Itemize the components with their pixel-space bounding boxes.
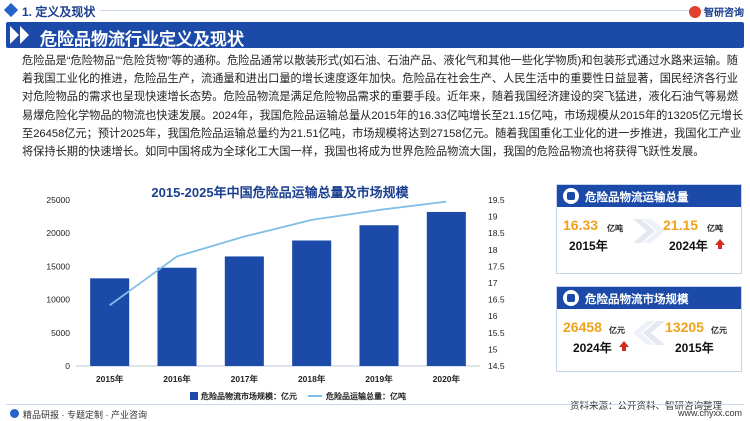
bar bbox=[90, 278, 130, 366]
y-right-tick-label: 16 bbox=[488, 311, 498, 321]
y-right-tick-label: 17.5 bbox=[488, 261, 505, 271]
chart-icon bbox=[563, 290, 579, 306]
y-left-tick-label: 20000 bbox=[46, 228, 70, 238]
market-right-year: 2015年 bbox=[675, 341, 714, 355]
volume-right-year: 2024年 bbox=[669, 239, 708, 253]
market-right-unit: 亿元 bbox=[711, 326, 727, 335]
y-left-tick-label: 10000 bbox=[46, 295, 70, 305]
x-tick-label: 2019年 bbox=[365, 374, 393, 384]
section-divider bbox=[100, 10, 740, 11]
y-right-tick-label: 15 bbox=[488, 344, 498, 354]
chevron-right-icon bbox=[633, 219, 665, 243]
page-title: 危险品物流行业定义及现状 bbox=[40, 30, 244, 49]
volume-right-value: 21.15 bbox=[663, 217, 699, 233]
market-left-unit: 亿元 bbox=[609, 326, 625, 335]
market-right-value: 13205 bbox=[665, 319, 704, 335]
y-left-tick-label: 25000 bbox=[46, 196, 70, 205]
brand-name: 智研咨询 bbox=[704, 8, 744, 19]
bar bbox=[426, 211, 466, 366]
volume-left-value: 16.33 bbox=[563, 217, 599, 233]
arrow-icon bbox=[10, 26, 19, 44]
y-right-tick-label: 15.5 bbox=[488, 328, 505, 338]
bar bbox=[224, 256, 264, 366]
y-left-tick-label: 0 bbox=[65, 361, 70, 371]
y-right-tick-label: 16.5 bbox=[488, 295, 505, 305]
x-tick-label: 2016年 bbox=[163, 374, 191, 384]
intro-paragraph: 危险品是“危险物品”“危险货物”等的通称。危险品通常以散装形式(如石油、石油产品… bbox=[22, 55, 744, 159]
x-tick-label: 2018年 bbox=[298, 374, 326, 384]
legend-label: 危险品运输总量：亿吨 bbox=[325, 391, 406, 401]
footer-logo-icon bbox=[10, 409, 19, 418]
bar bbox=[292, 240, 332, 366]
chart-title: 2015-2025年中国危险品运输总量及市场规模 bbox=[151, 185, 409, 200]
footer-url: www.chyxx.com bbox=[677, 408, 742, 418]
up-arrow-icon bbox=[619, 341, 629, 353]
section-title: 1. 定义及现状 bbox=[22, 5, 96, 19]
bar bbox=[157, 267, 197, 366]
y-right-tick-label: 19 bbox=[488, 212, 498, 222]
bar bbox=[359, 225, 399, 366]
y-right-tick-label: 18.5 bbox=[488, 228, 505, 238]
x-tick-label: 2020年 bbox=[433, 374, 461, 384]
y-left-tick-label: 15000 bbox=[46, 261, 70, 271]
y-right-tick-label: 17 bbox=[488, 278, 498, 288]
y-left-tick-label: 5000 bbox=[51, 328, 70, 338]
truck-icon bbox=[563, 188, 579, 204]
footer-tagline: 精品研报 · 专题定制 · 产业咨询 bbox=[23, 410, 147, 420]
market-card-header: 危险品物流市场规模 bbox=[557, 287, 741, 309]
legend-label: 危险品物流市场规模：亿元 bbox=[200, 391, 297, 401]
title-bar: 危险品物流行业定义及现状 bbox=[6, 22, 744, 49]
y-right-tick-label: 19.5 bbox=[488, 196, 505, 205]
volume-card: 危险品物流运输总量 16.33 亿吨 2015年 21.15 亿吨 2024年 bbox=[556, 184, 742, 274]
footer: 精品研报 · 专题定制 · 产业咨询 www.chyxx.com bbox=[0, 404, 750, 421]
chevron-left-icon bbox=[633, 321, 665, 345]
series-line bbox=[109, 200, 447, 306]
volume-card-title: 危险品物流运输总量 bbox=[585, 192, 689, 204]
brand-logo-icon bbox=[689, 5, 701, 18]
market-card-title: 危险品物流市场规模 bbox=[585, 294, 689, 306]
volume-left-year: 2015年 bbox=[569, 239, 608, 253]
up-arrow-icon bbox=[715, 239, 725, 251]
combo-chart: 0 5000 10000 15000 20000 25000 14.5 15 15.5 16 16.… bbox=[46, 196, 505, 401]
volume-card-header: 危险品物流运输总量 bbox=[557, 185, 741, 207]
section-diamond-icon bbox=[3, 2, 19, 18]
x-tick-label: 2017年 bbox=[231, 374, 259, 384]
market-left-year: 2024年 bbox=[573, 341, 612, 355]
brand: 智研咨询 bbox=[689, 4, 744, 19]
source-note: 资料来源：公开资料、智研咨询整理 bbox=[570, 401, 723, 412]
legend-swatch bbox=[190, 392, 198, 400]
section-header: 1. 定义及现状 bbox=[0, 0, 750, 20]
y-right-tick-label: 18 bbox=[488, 245, 498, 255]
arrow-icon bbox=[20, 26, 29, 44]
x-tick-label: 2015年 bbox=[96, 374, 124, 384]
market-card: 危险品物流市场规模 26458 亿元 2024年 13205 亿元 2015年 bbox=[556, 286, 742, 372]
volume-right-unit: 亿吨 bbox=[707, 224, 723, 233]
footer-divider bbox=[6, 404, 744, 405]
market-left-value: 26458 bbox=[563, 319, 602, 335]
volume-left-unit: 亿吨 bbox=[607, 224, 623, 233]
y-right-tick-label: 14.5 bbox=[488, 361, 505, 371]
